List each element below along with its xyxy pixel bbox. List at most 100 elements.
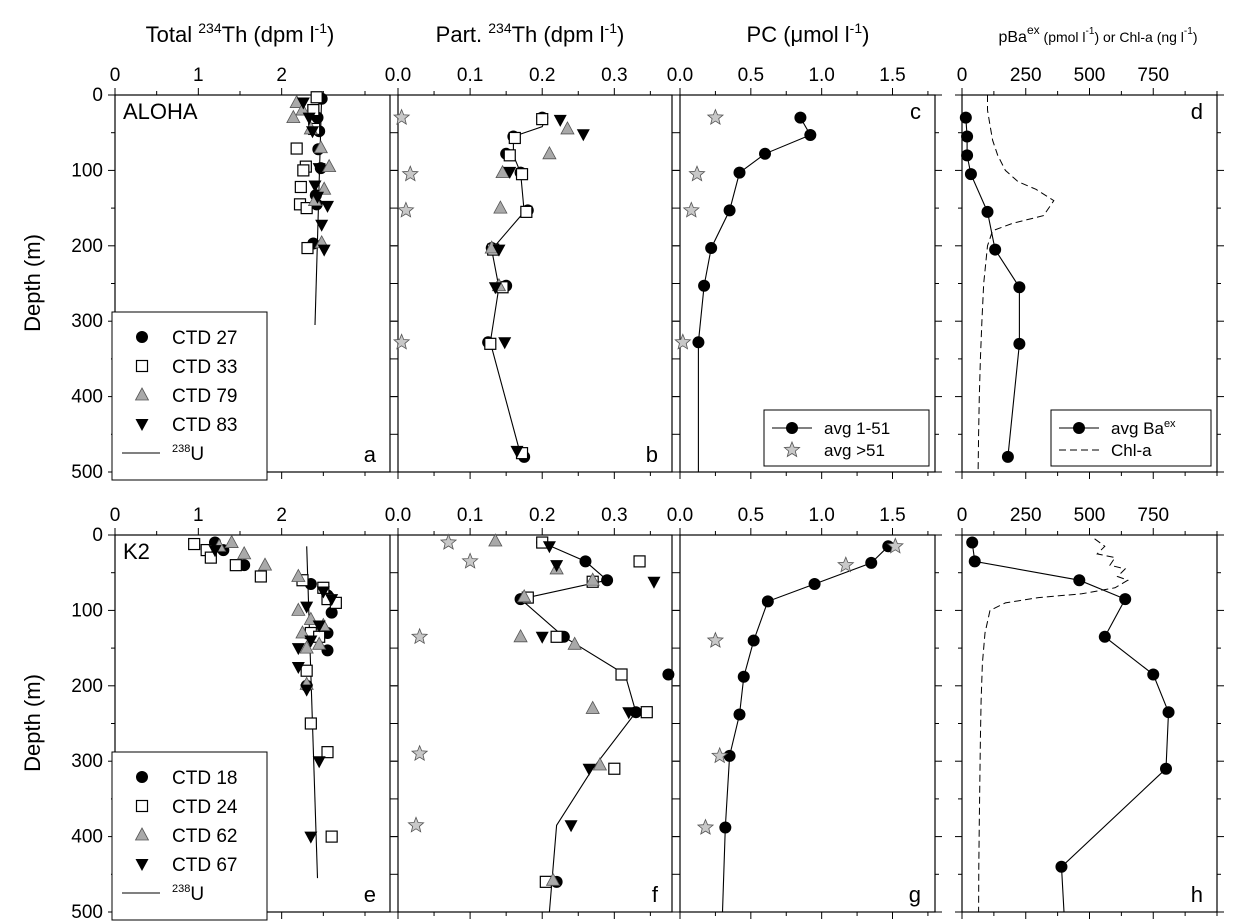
data-point xyxy=(510,445,524,458)
data-point xyxy=(291,661,305,674)
data-point xyxy=(961,130,974,143)
data-point xyxy=(495,164,510,179)
data-point xyxy=(291,602,306,616)
data-point xyxy=(961,149,974,162)
legend-label: 238U xyxy=(172,883,204,905)
data-point xyxy=(536,113,549,126)
data-point xyxy=(295,625,310,639)
data-point xyxy=(236,546,252,560)
data-point xyxy=(321,200,334,213)
legend-label: CTD 67 xyxy=(172,855,237,876)
legend: CTD 27 CTD 33 CTD 79 CTD 83 238U xyxy=(111,311,268,481)
data-point xyxy=(698,279,711,292)
data-point xyxy=(706,631,725,648)
data-point xyxy=(204,551,217,564)
data-point xyxy=(321,746,334,759)
legend-label: 238U xyxy=(172,443,204,465)
panel-letter: h xyxy=(1191,882,1203,907)
chl-a-line xyxy=(978,538,1129,913)
y-axis-label: Depth (m) xyxy=(20,674,45,772)
data-point xyxy=(560,121,575,135)
x-tick-label: 2 xyxy=(276,505,287,526)
x-tick-label: 0.0 xyxy=(385,505,411,526)
plot-frame xyxy=(397,94,673,473)
y-tick-label: 0 xyxy=(92,85,103,106)
data-point xyxy=(294,180,307,194)
data-point xyxy=(759,147,771,160)
data-point xyxy=(535,631,549,644)
data-point xyxy=(254,570,267,583)
legend-label: avg Baex xyxy=(1111,418,1176,438)
x-tick-label: 500 xyxy=(1074,65,1106,86)
legend: avg Baex Chl-a xyxy=(1050,409,1212,467)
data-point xyxy=(633,555,646,568)
x-tick-label: 2 xyxy=(276,65,287,86)
y-axis-label: Depth (m) xyxy=(20,234,45,332)
data-point xyxy=(392,333,411,350)
data-point xyxy=(439,533,458,550)
legend-marker xyxy=(134,827,150,841)
data-point xyxy=(615,668,628,681)
plot-frame xyxy=(961,534,1218,913)
x-tick-label: 1.0 xyxy=(808,505,834,526)
station-label: ALOHA xyxy=(123,99,198,124)
data-point xyxy=(705,242,718,255)
column-header: Total 234Th (dpm l-1) xyxy=(146,20,335,47)
data-point xyxy=(622,707,636,720)
data-point xyxy=(723,749,736,762)
panel-f: 0.0 0.1 0.2 0.3 f xyxy=(385,505,679,919)
data-point xyxy=(410,744,429,761)
y-tick-label: 500 xyxy=(71,902,103,922)
data-point xyxy=(1013,281,1026,294)
data-point xyxy=(542,541,556,554)
data-point xyxy=(508,131,521,145)
data-point xyxy=(647,576,661,589)
data-point xyxy=(312,756,326,769)
x-tick-label: 0 xyxy=(957,505,968,526)
data-point xyxy=(1119,593,1132,606)
data-point xyxy=(498,337,512,350)
panel-h: 0 250 500 750 h xyxy=(955,505,1224,919)
y-tick-label: 400 xyxy=(71,827,103,848)
column-header: PC (μmol l-1) xyxy=(747,20,870,47)
x-tick-label: 750 xyxy=(1137,505,1169,526)
data-point xyxy=(517,588,532,603)
data-point xyxy=(302,112,316,125)
panel-letter: f xyxy=(652,882,659,907)
data-point xyxy=(553,114,567,127)
data-point xyxy=(1055,860,1068,873)
data-point xyxy=(311,636,327,650)
data-point xyxy=(1098,630,1111,643)
series-line xyxy=(965,117,1020,457)
panel-letter: c xyxy=(910,99,921,124)
data-point xyxy=(397,201,415,218)
y-tick-label: 300 xyxy=(71,751,103,772)
x-tick-label: 0.5 xyxy=(738,505,764,526)
legend-label: avg 1-51 xyxy=(824,419,890,438)
legend-box xyxy=(1050,409,1212,467)
data-point xyxy=(484,337,497,350)
data-point xyxy=(299,640,314,654)
data-point xyxy=(582,763,596,776)
legend-marker xyxy=(136,331,148,343)
panel-letter: b xyxy=(646,442,658,467)
x-tick-label: 0 xyxy=(957,65,968,86)
data-point xyxy=(488,282,502,295)
data-point xyxy=(706,108,725,125)
data-point xyxy=(410,627,429,645)
x-tick-label: 0.2 xyxy=(529,505,555,526)
data-point xyxy=(224,534,239,548)
data-point xyxy=(674,333,692,350)
data-point xyxy=(682,201,700,218)
legend-label: CTD 33 xyxy=(172,357,237,378)
data-point xyxy=(1162,706,1175,719)
y-tick-label: 500 xyxy=(71,462,103,483)
data-point xyxy=(640,706,653,719)
legend-marker xyxy=(135,859,149,871)
x-tick-label: 0 xyxy=(110,505,121,526)
data-point xyxy=(407,816,425,833)
data-point xyxy=(733,708,746,721)
data-point xyxy=(208,545,222,558)
legend-marker xyxy=(135,419,149,431)
